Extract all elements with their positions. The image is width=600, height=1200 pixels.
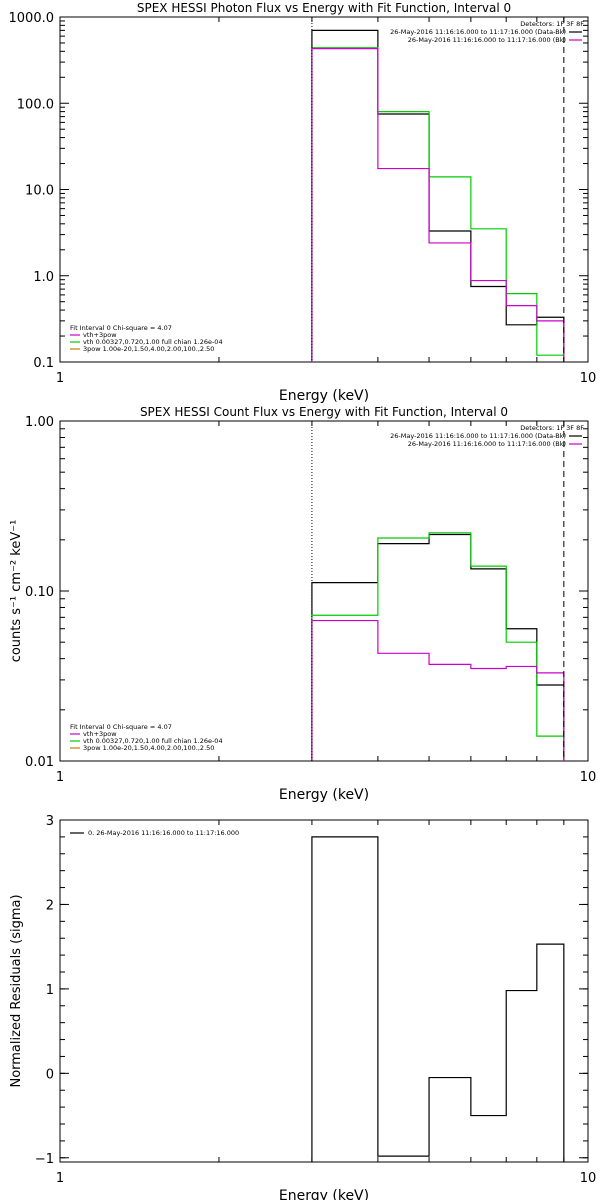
y-tick-label: 3 bbox=[46, 814, 54, 829]
chart-panel-1: SPEX HESSI Photon Flux vs Energy with Fi… bbox=[9, 1, 597, 404]
x-tick-label: 1 bbox=[56, 1171, 64, 1186]
fit-legend-entry: 3pow 1.00e-20,1.50,4.00,2.00,100.,2.50 bbox=[83, 744, 214, 752]
plot-data-area bbox=[311, 29, 565, 362]
chart-title: SPEX HESSI Count Flux vs Energy with Fit… bbox=[140, 405, 508, 419]
legend-entry: 26-May-2016 11:16:16.000 to 11:17:16.000… bbox=[390, 28, 566, 36]
x-tick-label: 10 bbox=[580, 1171, 597, 1186]
y-tick-label: 2 bbox=[46, 898, 54, 913]
x-tick-label: 10 bbox=[580, 371, 597, 386]
y-tick-label: 0 bbox=[46, 1067, 54, 1082]
fit-legend-entry: 3pow 1.00e-20,1.50,4.00,2.00,100.,2.50 bbox=[83, 345, 214, 353]
plot-frame bbox=[59, 16, 589, 363]
legend-header: Detectors: 1F 3F 8F bbox=[520, 424, 584, 432]
series-background_model-line bbox=[311, 619, 565, 761]
series-data-line bbox=[311, 533, 565, 761]
y-tick-label: 10.0 bbox=[25, 184, 54, 199]
y-tick-label: 0.10 bbox=[25, 585, 54, 600]
series-data-line bbox=[311, 836, 565, 1162]
fit-legend-header: Fit Interval 0 Chi-square = 4.07 bbox=[70, 324, 172, 332]
x-tick-label: 1 bbox=[56, 371, 64, 386]
chart-title: SPEX HESSI Photon Flux vs Energy with Fi… bbox=[137, 1, 511, 15]
x-axis-label: Energy (keV) bbox=[279, 1188, 369, 1200]
y-tick-label: 0.01 bbox=[25, 755, 54, 770]
series-data-line bbox=[311, 29, 565, 362]
fit-legend-entry: vth+3pow bbox=[83, 331, 117, 339]
legend-entry: 26-May-2016 11:16:16.000 to 11:17:16.000… bbox=[390, 432, 566, 440]
plot-frame bbox=[59, 819, 589, 1163]
legend-entry: 26-May-2016 11:16:16.000 to 11:17:16.000… bbox=[408, 440, 566, 448]
plot-data-area bbox=[311, 532, 565, 761]
fit-legend-entry: vth 0.00327,0.720,1.00 full chian 1.26e-… bbox=[83, 737, 223, 745]
x-axis-label: Energy (keV) bbox=[279, 787, 369, 803]
y-axis-label: Normalized Residuals (sigma) bbox=[9, 894, 24, 1087]
series-model_total-line bbox=[311, 47, 565, 362]
y-tick-label: −1 bbox=[35, 1152, 54, 1167]
x-tick-label: 10 bbox=[580, 770, 597, 785]
series-background_model-line bbox=[311, 48, 565, 362]
chart-panel-3: 1 10 −1 0 1 2 3 Energy (keV) Normalized Residual… bbox=[9, 814, 596, 1200]
y-tick-label: 1.0 bbox=[33, 270, 54, 285]
y-axis-label: counts s⁻¹ cm⁻² keV⁻¹ bbox=[9, 520, 24, 663]
plot-frame bbox=[59, 420, 589, 762]
y-tick-label: 1.00 bbox=[25, 415, 54, 430]
fit-legend-entry: vth 0.00327,0.720,1.00 full chian 1.26e-… bbox=[83, 338, 223, 346]
plot-data-area bbox=[311, 836, 565, 1162]
y-tick-label: 1 bbox=[46, 983, 54, 998]
series-model_total-line bbox=[311, 532, 565, 761]
x-tick-label: 1 bbox=[56, 770, 64, 785]
fit-legend-entry: vth+3pow bbox=[83, 730, 117, 738]
chart-panel-2: SPEX HESSI Count Flux vs Energy with Fit… bbox=[9, 405, 596, 803]
legend-header: Detectors: 1F 3F 8F bbox=[520, 20, 584, 28]
fit-legend-header: Fit Interval 0 Chi-square = 4.07 bbox=[70, 723, 172, 731]
legend-entry: 0. 26-May-2016 11:16:16.000 to 11:17:16.… bbox=[88, 829, 239, 837]
legend-entry: 26-May-2016 11:16:16.000 to 11:17:16.000… bbox=[408, 36, 566, 44]
y-tick-label: 0.1 bbox=[33, 356, 54, 371]
y-tick-label: 100.0 bbox=[17, 97, 54, 112]
x-axis-label: Energy (keV) bbox=[279, 388, 369, 404]
y-tick-label: 1000.0 bbox=[9, 11, 55, 26]
